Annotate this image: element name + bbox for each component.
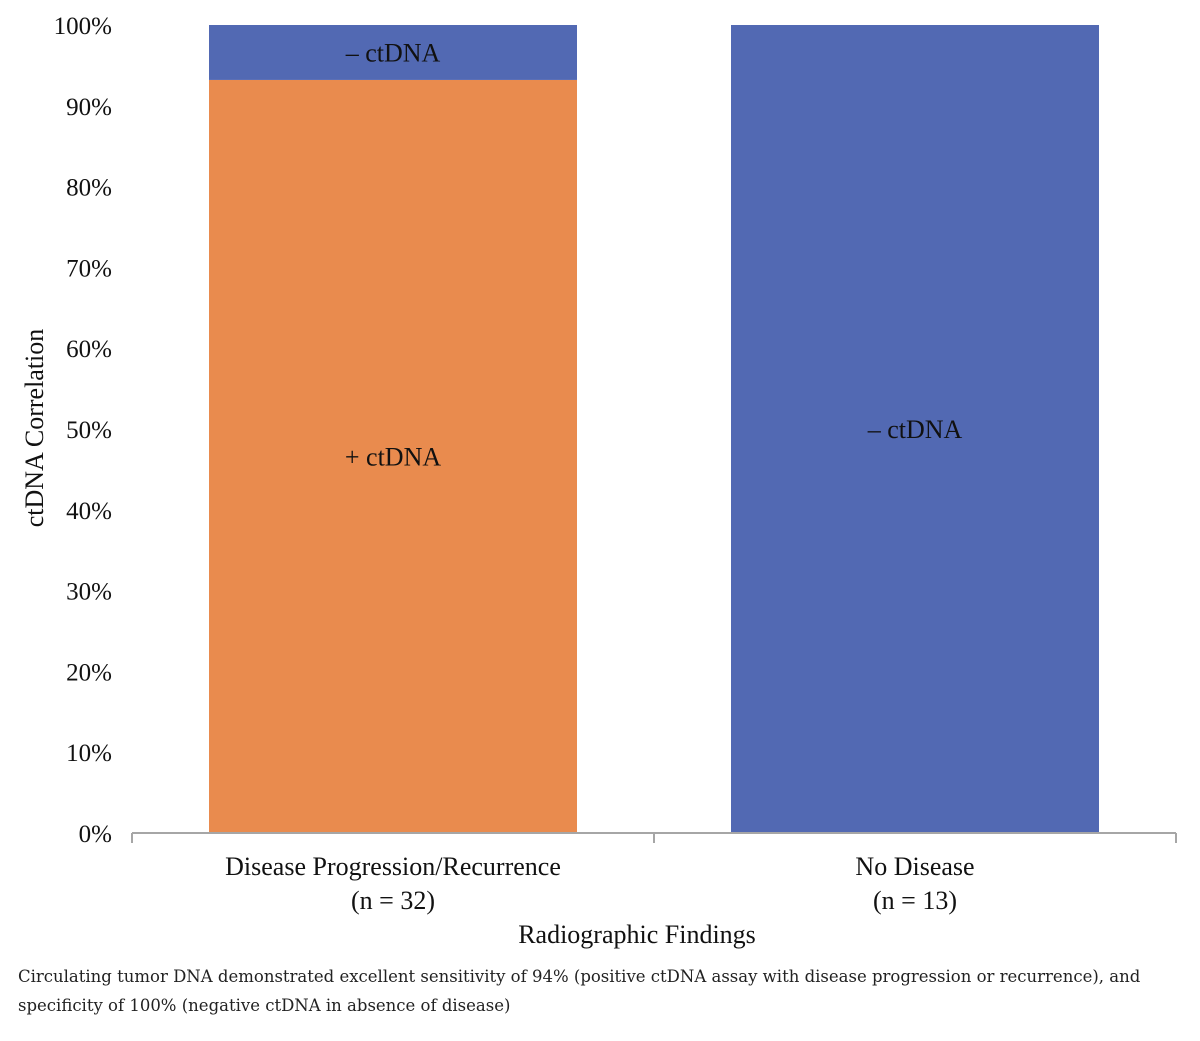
y-tick-label: 20% xyxy=(66,659,112,686)
category-label: Disease Progression/Recurrence xyxy=(225,852,561,881)
y-axis-title: ctDNA Correlation xyxy=(20,329,49,528)
segment-label-group: + ctDNA – ctDNA – ctDNA xyxy=(345,38,963,471)
stacked-bar-chart: + ctDNA – ctDNA – ctDNA 0% 10% 20% 30% 40% 50% 6… xyxy=(20,13,1177,949)
x-axis-title: Radiographic Findings xyxy=(518,920,756,949)
y-tick-label: 50% xyxy=(66,417,112,444)
category-label: No Disease xyxy=(855,852,974,881)
y-tick-label: 70% xyxy=(66,255,112,282)
segment-label-1-1: + ctDNA xyxy=(345,442,441,471)
segment-label-1-2: – ctDNA xyxy=(345,38,441,67)
bar-segment-1-1 xyxy=(209,79,577,834)
y-tick-label: 80% xyxy=(66,175,112,202)
bar-segment-1-2 xyxy=(209,25,577,80)
y-tick-label: 0% xyxy=(79,821,112,848)
y-tick-label: 90% xyxy=(66,94,112,121)
y-tick-label: 100% xyxy=(54,13,112,40)
y-tick-label: 60% xyxy=(66,336,112,363)
category-count-label: (n = 13) xyxy=(873,886,957,915)
bar-segment-2-2 xyxy=(731,25,1099,833)
segment-label-2-2: – ctDNA xyxy=(867,415,963,444)
figure-caption: Circulating tumor DNA demonstrated excel… xyxy=(18,967,1141,1015)
y-tick-label: 30% xyxy=(66,579,112,606)
bar-group xyxy=(209,25,1099,834)
y-axis-tick-labels: 0% 10% 20% 30% 40% 50% 60% 70% 80% 90% 100% xyxy=(54,13,112,848)
y-tick-label: 10% xyxy=(66,740,112,767)
category-labels: Disease Progression/Recurrence (n = 32) No… xyxy=(225,852,974,915)
x-axis xyxy=(131,832,1177,843)
category-count-label: (n = 32) xyxy=(351,886,435,915)
y-tick-label: 40% xyxy=(66,498,112,525)
